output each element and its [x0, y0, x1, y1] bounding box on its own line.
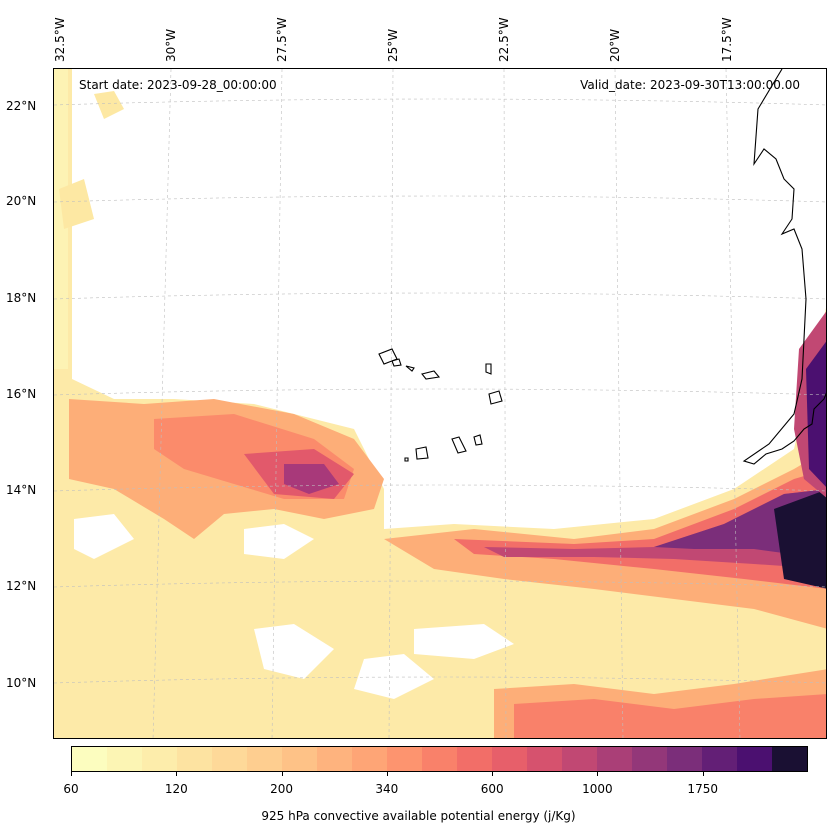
graticule: [54, 69, 826, 738]
lon-label: 30°W: [164, 28, 178, 62]
lat-label: 14°N: [6, 483, 37, 497]
lat-label: 12°N: [6, 579, 37, 593]
colorbar-cell: [107, 747, 142, 771]
colorbar-cell: [737, 747, 772, 771]
lat-label: 18°N: [6, 291, 37, 305]
colorbar-cell: [597, 747, 632, 771]
colorbar-cell: [282, 747, 317, 771]
colorbar-tick-label: 1750: [687, 782, 718, 796]
lon-label: 22.5°W: [497, 17, 511, 62]
colorbar-cell: [562, 747, 597, 771]
colorbar-cell: [772, 747, 807, 771]
lon-label: 20°W: [608, 28, 622, 62]
colorbar-tick-label: 1000: [582, 782, 613, 796]
colorbar-tick-label: 120: [164, 782, 188, 796]
lon-label: 27.5°W: [275, 17, 289, 62]
colorbar-tick-mark: [702, 772, 704, 776]
lon-label: 17.5°W: [720, 17, 734, 62]
colorbar-tick-mark: [71, 772, 72, 776]
start-date-label: Start date: 2023-09-28_00:00:00: [79, 78, 277, 92]
colorbar-cell: [247, 747, 282, 771]
cape-missing-patches: [74, 514, 514, 699]
lon-label: 32.5°W: [53, 17, 67, 62]
lat-label: 20°N: [6, 194, 37, 208]
colorbar-tick-label: 200: [270, 782, 294, 796]
lon-label: 25°W: [386, 28, 400, 62]
colorbar-cell: [352, 747, 387, 771]
colorbar-tick-mark: [386, 772, 388, 776]
colorbar-cell: [492, 747, 527, 771]
colorbar-cell: [667, 747, 702, 771]
cape-field: [54, 69, 826, 738]
colorbar-cell: [527, 747, 562, 771]
colorbar-tick-label: 340: [375, 782, 399, 796]
colorbar-tick-label: 60: [63, 782, 79, 796]
lat-label: 10°N: [6, 676, 37, 690]
colorbar-cell: [72, 747, 107, 771]
colorbar-cell: [422, 747, 457, 771]
colorbar-tick-mark: [281, 772, 283, 776]
colorbar-tick-mark: [176, 772, 178, 776]
colorbar-label: 925 hPa convective available potential e…: [261, 809, 576, 823]
colorbar: [71, 746, 808, 772]
colorbar-cell: [457, 747, 492, 771]
colorbar-cell: [632, 747, 667, 771]
colorbar-cell: [177, 747, 212, 771]
colorbar-tick-mark: [492, 772, 494, 776]
valid-date-label: Valid_date: 2023-09-30T13:00:00.00: [580, 78, 800, 92]
lat-label: 22°N: [6, 99, 37, 113]
colorbar-tick-mark: [597, 772, 599, 776]
coastlines: [378, 69, 826, 465]
colorbar-tick-label: 600: [480, 782, 504, 796]
colorbar-cell: [702, 747, 737, 771]
colorbar-cell: [317, 747, 352, 771]
colorbar-cell: [212, 747, 247, 771]
lat-label: 16°N: [6, 387, 37, 401]
map-plot-area: [53, 68, 827, 739]
colorbar-cell: [142, 747, 177, 771]
colorbar-cell: [387, 747, 422, 771]
